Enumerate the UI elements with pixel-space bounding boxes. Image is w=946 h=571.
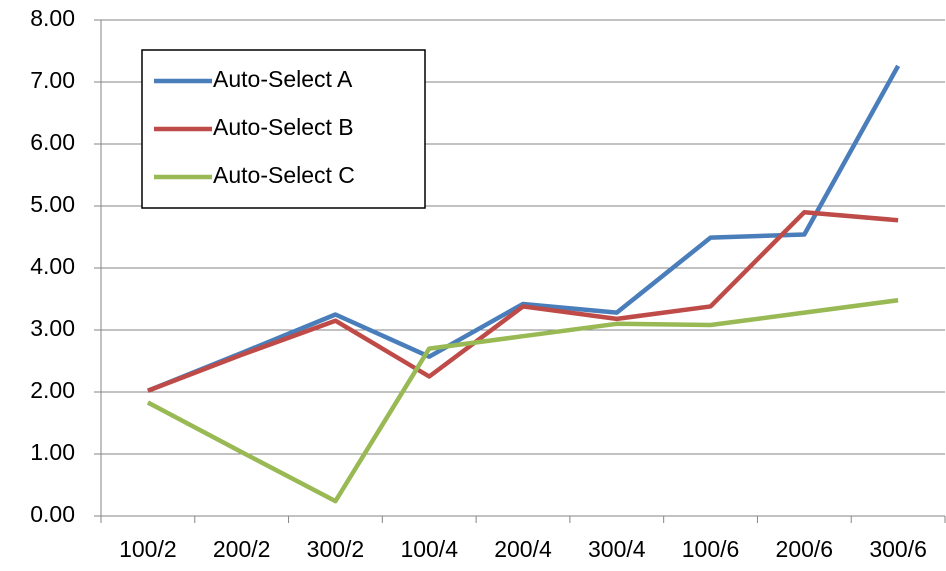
x-tick-label: 300/6 (869, 536, 927, 562)
x-tick-label: 300/4 (588, 536, 646, 562)
y-tick-label: 3.00 (30, 315, 75, 341)
series-line (147, 209, 899, 393)
y-tick-label: 6.00 (30, 129, 75, 155)
y-tick-label: 4.00 (30, 253, 75, 279)
x-tick-label: 200/2 (213, 536, 271, 562)
series-line (147, 64, 901, 393)
legend-label: Auto-Select B (213, 114, 354, 140)
x-tick-label: 300/2 (307, 536, 365, 562)
y-tick-label: 1.00 (30, 439, 75, 465)
y-tick-label: 7.00 (30, 67, 75, 93)
y-tick-label: 0.00 (30, 501, 75, 527)
x-tick-label: 200/6 (776, 536, 834, 562)
x-tick-label: 100/6 (682, 536, 740, 562)
legend-label: Auto-Select A (213, 66, 353, 92)
legend-label: Auto-Select C (213, 162, 355, 188)
x-tick-label: 200/4 (494, 536, 552, 562)
y-tick-label: 2.00 (30, 377, 75, 403)
y-tick-label: 8.00 (30, 5, 75, 31)
y-tick-label: 5.00 (30, 191, 75, 217)
series-line (146, 298, 899, 504)
x-tick-label: 100/2 (119, 536, 177, 562)
x-tick-label: 100/4 (400, 536, 458, 562)
